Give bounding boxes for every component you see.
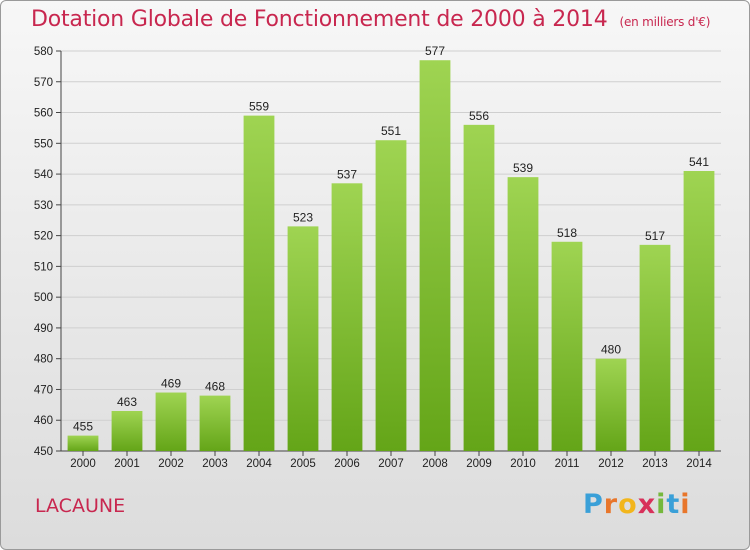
bar-2008 bbox=[419, 60, 451, 451]
bar-2004 bbox=[243, 115, 275, 451]
y-tick-label: 570 bbox=[34, 77, 53, 89]
y-tick-label: 450 bbox=[34, 446, 53, 458]
data-label: 468 bbox=[205, 380, 225, 394]
data-label: 556 bbox=[469, 109, 489, 123]
x-tick-label: 2012 bbox=[598, 458, 624, 470]
data-label: 463 bbox=[117, 395, 137, 409]
bar-2001 bbox=[111, 411, 143, 451]
bar-2007 bbox=[375, 140, 407, 451]
logo-letter: i bbox=[680, 489, 691, 520]
data-label: 469 bbox=[161, 377, 181, 391]
data-label: 537 bbox=[337, 167, 357, 181]
bar-2010 bbox=[507, 177, 539, 451]
place-label: LACAUNE bbox=[35, 495, 126, 517]
logo-letter: o bbox=[618, 489, 638, 520]
data-label: 539 bbox=[513, 161, 533, 175]
logo-letter: P bbox=[583, 489, 604, 520]
y-tick-label: 550 bbox=[34, 138, 53, 150]
bar-2006 bbox=[331, 183, 363, 452]
x-tick-label: 2013 bbox=[642, 458, 668, 470]
bar-2002 bbox=[155, 392, 187, 451]
data-label: 518 bbox=[557, 226, 577, 240]
data-label: 551 bbox=[381, 124, 401, 138]
y-tick-label: 580 bbox=[34, 46, 53, 58]
bar-2000 bbox=[67, 435, 99, 451]
logo-letter: r bbox=[603, 489, 619, 520]
chart-title: Dotation Globale de Fonctionnement de 20… bbox=[31, 7, 710, 32]
y-tick-label: 510 bbox=[34, 261, 53, 273]
bar-2011 bbox=[551, 241, 583, 451]
y-tick-label: 470 bbox=[34, 384, 53, 396]
data-label: 559 bbox=[249, 100, 269, 114]
chart-subtitle: (en milliers d'€) bbox=[619, 15, 711, 29]
chart-title-text: Dotation Globale de Fonctionnement de 20… bbox=[31, 7, 608, 32]
logo-letter: t bbox=[666, 489, 681, 520]
data-label: 541 bbox=[689, 155, 709, 169]
x-tick-label: 2001 bbox=[114, 458, 140, 470]
x-tick-label: 2007 bbox=[378, 458, 404, 470]
bar-2014 bbox=[683, 171, 715, 451]
y-tick-label: 480 bbox=[34, 354, 53, 366]
logo-letter: i bbox=[656, 489, 667, 520]
y-tick-label: 500 bbox=[34, 292, 53, 304]
data-label: 455 bbox=[73, 420, 93, 434]
x-tick-label: 2003 bbox=[202, 458, 228, 470]
y-tick-label: 490 bbox=[34, 323, 53, 335]
y-tick-label: 560 bbox=[34, 108, 53, 120]
data-label: 523 bbox=[293, 210, 313, 224]
x-tick-label: 2005 bbox=[290, 458, 316, 470]
x-tick-label: 2009 bbox=[466, 458, 492, 470]
y-tick-label: 460 bbox=[34, 415, 53, 427]
data-label: 577 bbox=[425, 44, 445, 58]
data-label: 480 bbox=[601, 343, 621, 357]
x-tick-label: 2002 bbox=[158, 458, 184, 470]
x-tick-label: 2014 bbox=[686, 458, 712, 470]
bars: 455 463 469 468 559 523 537 551 577 556 539 518 480 5… bbox=[67, 44, 715, 452]
bar-2013 bbox=[639, 244, 671, 451]
y-tick-label: 520 bbox=[34, 231, 53, 243]
y-tick-label: 530 bbox=[34, 200, 53, 212]
data-label: 517 bbox=[645, 229, 665, 243]
x-tick-label: 2011 bbox=[555, 458, 580, 470]
axes: 450 460 470 480 490 500 510 520 530 540 550 560 570 5… bbox=[34, 46, 721, 470]
x-tick-label: 2006 bbox=[334, 458, 360, 470]
bar-2003 bbox=[199, 395, 231, 451]
y-tick-label: 540 bbox=[34, 169, 53, 181]
bar-2005 bbox=[287, 226, 319, 451]
x-tick-label: 2010 bbox=[510, 458, 536, 470]
x-tick-label: 2000 bbox=[70, 458, 96, 470]
bar-2009 bbox=[463, 124, 495, 451]
logo-letter: x bbox=[637, 489, 657, 520]
proxiti-logo[interactable]: Proxiti bbox=[583, 489, 691, 520]
bar-2012 bbox=[595, 358, 627, 451]
x-tick-label: 2008 bbox=[422, 458, 448, 470]
x-tick-label: 2004 bbox=[246, 458, 272, 470]
